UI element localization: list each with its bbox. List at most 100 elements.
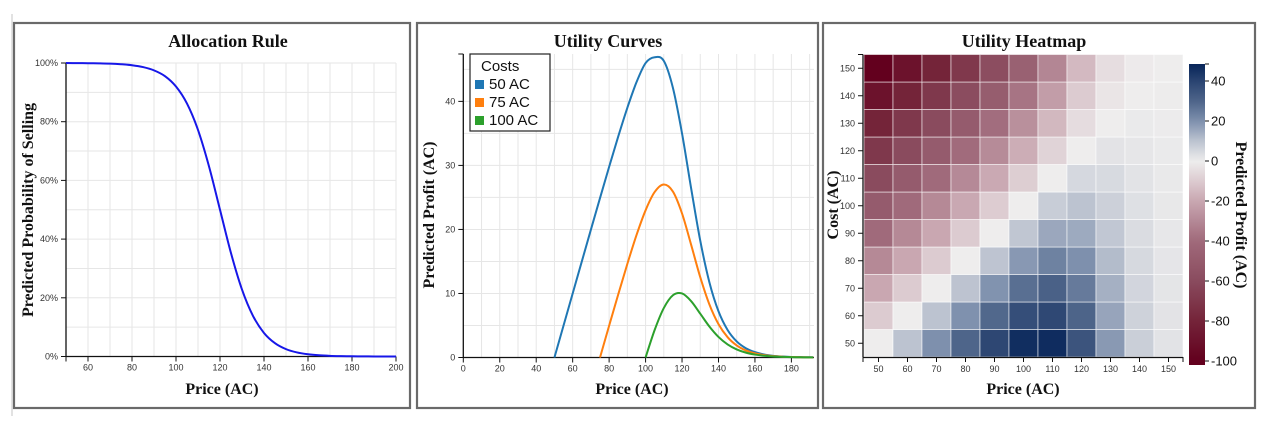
heatmap-cell	[979, 81, 1010, 110]
y-tick-label: 0	[450, 353, 455, 363]
heatmap-cell	[1008, 54, 1039, 83]
legend-swatch-50	[475, 80, 484, 89]
y-tick-label: 20%	[40, 293, 58, 303]
y-tick-label: 60	[845, 311, 855, 321]
heatmap-cell	[1008, 274, 1039, 303]
x-tick-label: 160	[747, 364, 762, 374]
heatmap-cell	[892, 219, 923, 248]
heatmap-cell	[1008, 164, 1039, 193]
x-tick-label: 60	[83, 363, 93, 373]
heatmap-cell	[979, 164, 1010, 193]
heatmap-cell	[863, 136, 894, 165]
heatmap-cell	[979, 219, 1010, 248]
heatmap-cell	[921, 109, 952, 138]
y-tick-label: 80%	[40, 117, 58, 127]
y-tick-label: 30	[445, 160, 455, 170]
heatmap-cell	[950, 219, 981, 248]
heatmap-cell	[1066, 191, 1097, 220]
heatmap-cell	[1008, 301, 1039, 330]
heatmap-cell	[1124, 274, 1155, 303]
colorbar-tick-label: -20	[1211, 194, 1230, 209]
heatmap-cell	[921, 329, 952, 358]
heatmap-cell	[1066, 246, 1097, 275]
heatmap-cell	[921, 81, 952, 110]
colorbar-tick-label: -60	[1211, 274, 1230, 289]
heatmap-cell	[979, 54, 1010, 83]
heatmap-cell	[1153, 81, 1184, 110]
heatmap-cell	[921, 164, 952, 193]
legend-label-100: 100 AC	[489, 112, 538, 129]
x-tick-label: 50	[873, 364, 883, 374]
heatmap-cell	[1124, 136, 1155, 165]
heatmap-cell	[1037, 246, 1068, 275]
heatmap-cell	[863, 81, 894, 110]
x-axis-title: Price (AC)	[986, 381, 1059, 398]
chart-title: Utility Heatmap	[962, 31, 1086, 51]
y-tick-label: 130	[840, 118, 855, 128]
x-axis: 50 60 70 80 90 100 110 120 130 140 150	[862, 356, 1184, 374]
heatmap-cell	[1037, 81, 1068, 110]
heatmap-cell	[1124, 164, 1155, 193]
legend-label-75: 75 AC	[489, 94, 530, 111]
heatmap-cell	[892, 109, 923, 138]
heatmap-cell	[921, 54, 952, 83]
y-tick-label: 20	[445, 224, 455, 234]
heatmap-cell	[1095, 219, 1126, 248]
y-tick-label: 10	[445, 288, 455, 298]
y-tick-label: 100%	[35, 58, 58, 68]
colorbar-tick-label: 0	[1211, 154, 1218, 169]
x-tick-label: 80	[604, 364, 614, 374]
y-axis: 50 60 70 80 90 100 110 120 130 140 150	[840, 54, 864, 357]
heatmap-cell	[921, 219, 952, 248]
heatmap-cell	[921, 246, 952, 275]
heatmap-cell	[892, 81, 923, 110]
heatmap-cell	[950, 164, 981, 193]
heatmap-cell	[863, 329, 894, 358]
heatmap-cell	[979, 301, 1010, 330]
heatmap-cell	[1037, 54, 1068, 83]
plot-lines	[553, 55, 814, 359]
heatmap-cell	[892, 274, 923, 303]
heatmap-cell	[1008, 191, 1039, 220]
heatmap-cell	[1066, 301, 1097, 330]
heatmap-cell	[979, 109, 1010, 138]
heatmap-cell	[892, 191, 923, 220]
x-tick-label: 120	[212, 363, 227, 373]
heatmap-cell	[921, 301, 952, 330]
chart-title: Allocation Rule	[168, 31, 288, 51]
legend-swatch-75	[475, 98, 484, 107]
heatmap-cell	[1153, 109, 1184, 138]
legend-label-50: 50 AC	[489, 76, 530, 93]
x-tick-label: 100	[638, 364, 653, 374]
y-tick-label: 110	[841, 173, 855, 183]
heatmap-cell	[1008, 329, 1039, 358]
x-tick-label: 40	[531, 364, 541, 374]
x-tick-label: 120	[675, 364, 690, 374]
colorbar-tick-label: 20	[1211, 114, 1225, 129]
heatmap-cell	[1153, 164, 1184, 193]
heatmap-cell	[863, 164, 894, 193]
heatmap-cell	[1037, 164, 1068, 193]
y-tick-label: 50	[845, 338, 855, 348]
heatmap-cell	[950, 109, 981, 138]
heatmap-cell	[950, 191, 981, 220]
heatmap-cell	[1008, 109, 1039, 138]
heatmap-cell	[1124, 301, 1155, 330]
y-tick-label: 90	[845, 228, 855, 238]
heatmap-cell	[863, 54, 894, 83]
x-tick-label: 140	[256, 363, 271, 373]
heatmap-cell	[1124, 54, 1155, 83]
utility-curves-panel: 0 20 40 60 80 100 120 140 160 180 0 10 20 30 40 Costs…	[415, 21, 820, 410]
heatmap-cell	[863, 246, 894, 275]
heatmap-cell	[1095, 301, 1126, 330]
x-tick-label: 200	[388, 363, 403, 373]
y-tick-label: 40	[445, 96, 455, 106]
x-tick-label: 180	[344, 363, 359, 373]
heatmap-cell	[1037, 329, 1068, 358]
x-tick-label: 80	[960, 364, 970, 374]
y-tick-label: 40%	[40, 234, 58, 244]
heatmap-cell	[1095, 246, 1126, 275]
heatmap-cell	[979, 136, 1010, 165]
heatmap-cell	[921, 274, 952, 303]
